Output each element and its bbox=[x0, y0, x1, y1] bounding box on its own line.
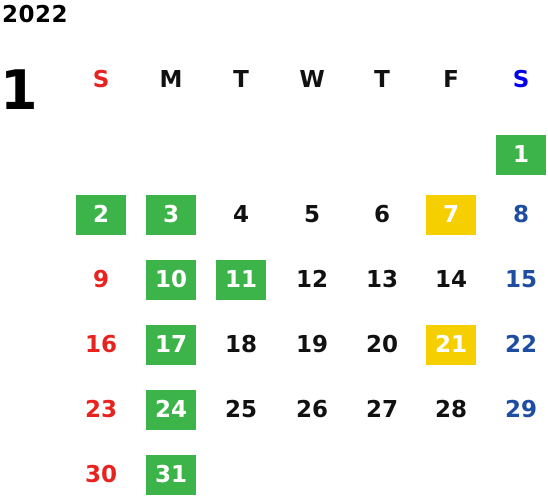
day-cell-24[interactable]: 24 bbox=[146, 390, 196, 430]
day-cell-3[interactable]: 3 bbox=[146, 195, 196, 235]
day-cell-1[interactable]: 1 bbox=[496, 135, 546, 175]
weekday-header-tuesday: T bbox=[233, 67, 249, 93]
year-label: 2022 bbox=[2, 2, 69, 28]
day-cell-20[interactable]: 20 bbox=[365, 332, 398, 358]
weekday-header-saturday: S bbox=[512, 67, 530, 93]
day-cell-29[interactable]: 29 bbox=[504, 397, 537, 423]
day-cell-11[interactable]: 11 bbox=[216, 260, 266, 300]
day-cell-16[interactable]: 16 bbox=[84, 332, 117, 358]
day-cell-18[interactable]: 18 bbox=[224, 332, 257, 358]
day-cell-30[interactable]: 30 bbox=[84, 462, 117, 488]
day-cell-7[interactable]: 7 bbox=[426, 195, 476, 235]
day-cell-14[interactable]: 14 bbox=[434, 267, 467, 293]
weekday-header-wednesday: W bbox=[299, 67, 325, 93]
day-cell-23[interactable]: 23 bbox=[84, 397, 117, 423]
day-cell-4[interactable]: 4 bbox=[232, 202, 249, 228]
day-cell-5[interactable]: 5 bbox=[303, 202, 320, 228]
day-cell-17[interactable]: 17 bbox=[146, 325, 196, 365]
day-cell-31[interactable]: 31 bbox=[146, 455, 196, 495]
day-cell-21[interactable]: 21 bbox=[426, 325, 476, 365]
day-cell-8[interactable]: 8 bbox=[512, 202, 529, 228]
day-cell-26[interactable]: 26 bbox=[295, 397, 328, 423]
day-cell-19[interactable]: 19 bbox=[295, 332, 328, 358]
weekday-header-sunday: S bbox=[92, 67, 110, 93]
month-label: 1 bbox=[0, 59, 38, 122]
weekday-header-thursday: T bbox=[374, 67, 390, 93]
day-cell-10[interactable]: 10 bbox=[146, 260, 196, 300]
weekday-header-friday: F bbox=[443, 67, 459, 93]
day-cell-25[interactable]: 25 bbox=[224, 397, 257, 423]
day-cell-6[interactable]: 6 bbox=[373, 202, 390, 228]
day-cell-28[interactable]: 28 bbox=[434, 397, 467, 423]
day-cell-9[interactable]: 9 bbox=[92, 267, 109, 293]
day-cell-22[interactable]: 22 bbox=[504, 332, 537, 358]
day-cell-27[interactable]: 27 bbox=[365, 397, 398, 423]
weekday-header-monday: M bbox=[159, 67, 183, 93]
day-cell-2[interactable]: 2 bbox=[76, 195, 126, 235]
day-cell-12[interactable]: 12 bbox=[295, 267, 328, 293]
day-cell-15[interactable]: 15 bbox=[504, 267, 537, 293]
day-cell-13[interactable]: 13 bbox=[365, 267, 398, 293]
